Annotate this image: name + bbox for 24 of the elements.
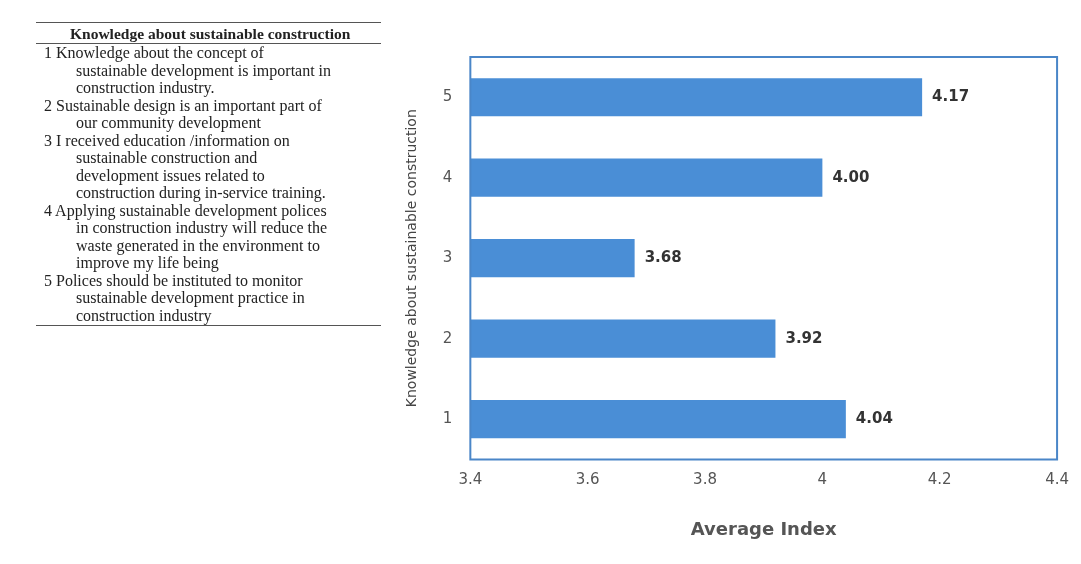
y-tick-label: 3 [442, 248, 453, 267]
x-tick-label: 3.8 [693, 470, 717, 489]
x-tick-label: 4.2 [927, 470, 952, 489]
data-label: 4.04 [855, 409, 893, 428]
data-label: 4.00 [832, 167, 870, 186]
x-axis-title: Average Index [690, 517, 838, 539]
x-tick-label: 3.4 [458, 470, 483, 489]
x-tick-label: 4 [817, 470, 828, 489]
data-label: 4.17 [932, 87, 970, 106]
data-label: 3.68 [644, 248, 682, 267]
x-tick-label: 3.6 [575, 470, 600, 489]
y-tick-label: 5 [442, 87, 453, 106]
text: 2 Sustainable design is an important part of our community development [43, 96, 323, 132]
text: 5 Polices should be instituted to monitor sustainable development practice in construction industry [43, 271, 306, 324]
y-tick-label: 1 [442, 409, 453, 428]
text: 4 Applying sustainable development polices in construction industry will reduce the waste generated in the environment to improve my life being [43, 201, 329, 272]
text: 1 Knowledge about the concept of sustainable development is important in construction industry. [43, 44, 333, 97]
y-axis-title: Knowledge about sustainable construction [403, 109, 420, 408]
y-tick-label: 2 [442, 328, 453, 347]
x-tick-label: 4.4 [1045, 470, 1069, 489]
text: 3 I received education /information on sustainable construction and development issues related to construction during in-service training. [43, 131, 327, 202]
y-tick-label: 4 [442, 167, 453, 186]
data-label: 3.92 [785, 328, 823, 347]
text: Knowledge about sustainable construction [36, 22, 381, 44]
